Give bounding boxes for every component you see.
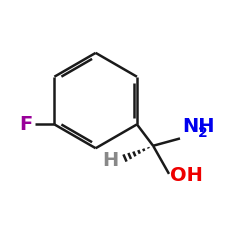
Text: 2: 2 [198,126,207,140]
Text: NH: NH [182,118,215,137]
Text: H: H [103,151,119,170]
Text: F: F [20,115,33,134]
Text: OH: OH [170,166,203,184]
